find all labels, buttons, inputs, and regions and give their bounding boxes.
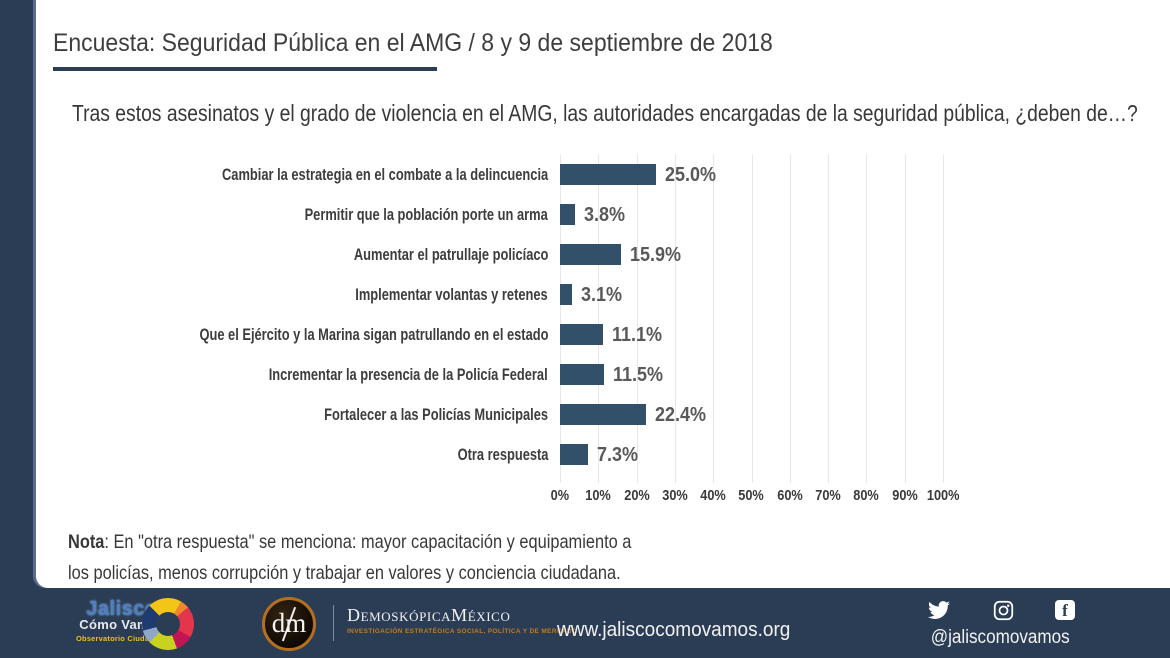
footnote-line2: los policías, menos corrupción y trabaja… bbox=[68, 562, 621, 584]
chart-row: Incrementar la presencia de la Policía F… bbox=[0, 355, 1170, 395]
jalisco-logo-line3: Observatorio Ciudadano bbox=[76, 634, 168, 643]
chart-row: Cambiar la estrategia en el combate a la… bbox=[0, 155, 1170, 195]
demoskopica-wordmark: DemoskópicaMéxico INVESTIGACIÓN ESTRATÉG… bbox=[347, 605, 577, 635]
chart-row: Aumentar el patrullaje policíaco 15.9% bbox=[0, 235, 1170, 275]
bar-value-label: 3.8% bbox=[583, 204, 625, 226]
footnote-label: Nota bbox=[68, 531, 105, 553]
jalisco-ring-icon bbox=[142, 598, 194, 650]
x-axis-tick-label: 100% bbox=[926, 487, 960, 504]
x-axis-tick-label: 70% bbox=[815, 487, 841, 504]
bar-value-label: 22.4% bbox=[654, 404, 706, 426]
x-axis-tick-label: 50% bbox=[738, 487, 765, 504]
chart-row: Implementar volantas y retenes 3.1% bbox=[0, 275, 1170, 315]
gridline bbox=[904, 155, 906, 483]
bar-value-label: 25.0% bbox=[664, 164, 716, 186]
gridline bbox=[598, 155, 600, 483]
bar-value-label: 15.9% bbox=[629, 244, 681, 266]
chart-row: Fortalecer a las Policías Municipales 22.… bbox=[0, 395, 1170, 435]
demoskopica-name: DemoskópicaMéxico bbox=[347, 605, 511, 625]
footer-divider bbox=[333, 605, 334, 641]
x-axis-tick-label: 10% bbox=[585, 487, 612, 504]
page-title-text: Encuesta: Seguridad Pública en el AMG / … bbox=[53, 29, 773, 57]
instagram-icon[interactable] bbox=[993, 600, 1014, 621]
footnote: Nota: En "otra respuesta" se menciona: m… bbox=[68, 527, 739, 589]
chart-row: Otra respuesta 7.3% bbox=[0, 435, 1170, 475]
chart-row: Que el Ejército y la Marina sigan patrul… bbox=[0, 315, 1170, 355]
page-title: Encuesta: Seguridad Pública en el AMG / … bbox=[53, 29, 835, 58]
demoskopica-monogram-icon: dm bbox=[262, 597, 316, 651]
facebook-icon[interactable]: f bbox=[1055, 600, 1075, 620]
x-axis-tick-label: 20% bbox=[623, 487, 650, 504]
x-axis-tick-label: 40% bbox=[700, 487, 726, 504]
website-link[interactable]: www.jaliscocomovamos.org bbox=[557, 619, 791, 641]
social-handle: @jaliscomovamos bbox=[930, 627, 1070, 648]
chart-row: Permitir que la población porte un arma 3… bbox=[0, 195, 1170, 235]
gridline bbox=[789, 155, 791, 483]
x-axis-tick-label: 60% bbox=[777, 487, 803, 504]
x-axis-tick-label: 90% bbox=[891, 487, 918, 504]
x-axis-tick-label: 0% bbox=[550, 487, 570, 504]
title-underline bbox=[53, 67, 437, 71]
footer: Jalisco Cómo Vamos Observatorio Ciudadan… bbox=[0, 588, 1170, 658]
gridline bbox=[943, 155, 944, 483]
category-label: Fortalecer a las Policías Municipales bbox=[324, 405, 548, 424]
x-axis-tick-label: 80% bbox=[853, 487, 880, 504]
bar bbox=[560, 204, 575, 225]
survey-question-text: Tras estos asesinatos y el grado de viol… bbox=[72, 100, 1138, 126]
category-label: Otra respuesta bbox=[457, 445, 548, 464]
category-label: Incrementar la presencia de la Policía F… bbox=[269, 365, 548, 384]
footnote-line1: : En "otra respuesta" se menciona: mayor… bbox=[104, 531, 632, 553]
bar bbox=[560, 444, 588, 465]
twitter-icon[interactable] bbox=[926, 599, 952, 621]
gridline bbox=[866, 155, 868, 483]
category-label: Aumentar el patrullaje policíaco bbox=[353, 245, 548, 264]
social-block: f @jaliscomovamos bbox=[918, 598, 1083, 649]
x-axis-tick-label: 30% bbox=[662, 487, 688, 504]
gridline bbox=[560, 155, 561, 483]
bar-value-label: 11.5% bbox=[613, 364, 664, 386]
category-label: Que el Ejército y la Marina sigan patrul… bbox=[198, 325, 548, 344]
jalisco-logo-name: Jalisco bbox=[86, 598, 158, 620]
demoskopica-tagline: INVESTIGACIÓN ESTRATÉGICA SOCIAL, POLÍTI… bbox=[347, 628, 578, 635]
bar bbox=[560, 364, 605, 385]
category-label: Implementar volantas y retenes bbox=[355, 285, 548, 304]
gridline bbox=[828, 155, 830, 483]
gridline bbox=[636, 155, 638, 483]
bar bbox=[560, 404, 646, 425]
bar-value-label: 7.3% bbox=[596, 444, 638, 466]
bar-chart: 0% 10% 20% 30% 40% 50% 60% 70% 80% 90% 100% Cambiar… bbox=[0, 155, 1170, 520]
bar bbox=[560, 164, 656, 185]
bar bbox=[560, 244, 621, 265]
gridline bbox=[713, 155, 715, 483]
category-label: Cambiar la estrategia en el combate a la… bbox=[221, 165, 548, 184]
bar-value-label: 11.1% bbox=[611, 324, 662, 346]
content-panel bbox=[36, 0, 1170, 588]
gridline bbox=[674, 155, 676, 483]
bar-value-label: 3.1% bbox=[580, 284, 622, 306]
bar bbox=[560, 284, 572, 305]
category-label: Permitir que la población porte un arma bbox=[304, 205, 548, 224]
survey-question: Tras estos asesinatos y el grado de viol… bbox=[72, 100, 1170, 127]
bar bbox=[560, 324, 603, 345]
gridline bbox=[751, 155, 753, 483]
